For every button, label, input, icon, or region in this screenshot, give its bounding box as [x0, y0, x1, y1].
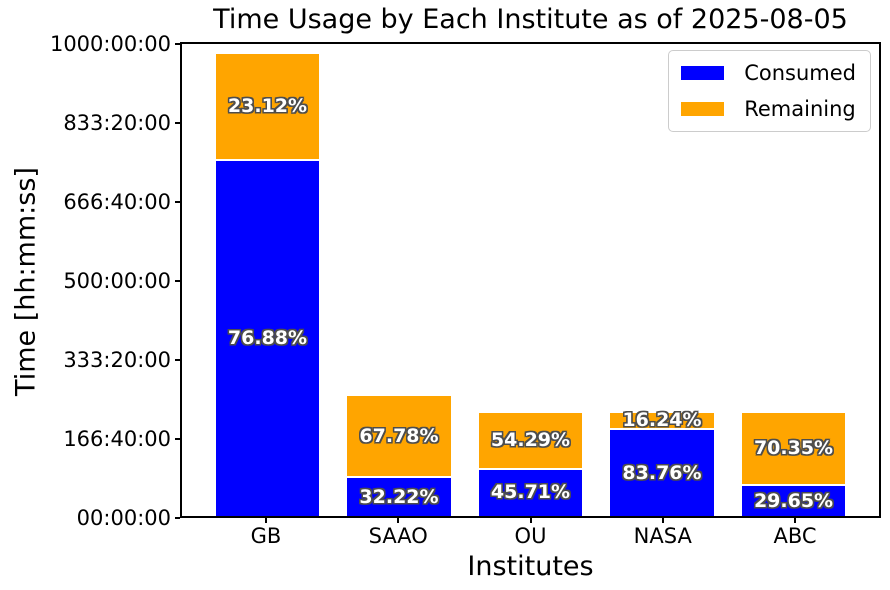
- bar-segment-consumed-ou: 45.71%: [477, 468, 584, 516]
- bar-ou: 54.29% 45.71%: [477, 412, 584, 516]
- x-tick-label: ABC: [773, 524, 817, 548]
- percent-label-consumed-gb: 76.88%: [227, 327, 308, 350]
- percent-label-consumed-abc: 29.65%: [753, 489, 834, 512]
- x-tick-mark: [397, 518, 400, 523]
- y-tick-label: 833:20:00: [63, 110, 171, 135]
- percent-label-remaining-nasa: 16.24%: [622, 409, 702, 432]
- bar-segment-consumed-saao: 32.22%: [346, 477, 452, 516]
- x-tick-label: OU: [514, 524, 547, 548]
- x-axis-label: Institutes: [467, 551, 594, 582]
- x-tick-mark: [661, 518, 664, 523]
- legend-item-remaining: Remaining: [681, 97, 856, 121]
- plot-area: 23.12% 76.88% 67.78% 32.22% 54.29% 45.71% 16.2…: [180, 42, 881, 518]
- bar-segment-consumed-gb: 76.88%: [214, 160, 321, 516]
- percent-label-consumed-saao: 32.22%: [359, 485, 439, 508]
- bar-segment-consumed-abc: 29.65%: [740, 485, 847, 516]
- x-tick-mark: [794, 518, 797, 523]
- x-tick-label: SAAO: [368, 524, 428, 548]
- x-tick-label: GB: [250, 524, 282, 548]
- y-tick-mark: [175, 517, 180, 519]
- legend-item-consumed: Consumed: [681, 61, 856, 85]
- bar-nasa: 16.24% 83.76%: [609, 409, 715, 516]
- percent-label-remaining-saao: 67.78%: [359, 424, 439, 447]
- legend: Consumed Remaining: [668, 50, 871, 132]
- y-tick-mark: [175, 122, 180, 124]
- chart-title: Time Usage by Each Institute as of 2025-…: [213, 4, 848, 35]
- bar-abc: 70.35% 29.65%: [740, 412, 847, 516]
- y-tick-label: 333:20:00: [63, 347, 171, 372]
- y-tick-mark: [175, 438, 180, 440]
- percent-label-consumed-nasa: 83.76%: [622, 461, 702, 484]
- y-tick-mark: [175, 201, 180, 203]
- consumed-swatch-icon: [681, 66, 725, 80]
- remaining-swatch-icon: [681, 102, 725, 116]
- percent-label-remaining-gb: 23.12%: [227, 95, 308, 118]
- percent-label-remaining-ou: 54.29%: [490, 428, 571, 451]
- y-tick-label: 666:40:00: [63, 189, 171, 214]
- y-tick-label: 1000:00:00: [49, 31, 171, 56]
- percent-label-remaining-abc: 70.35%: [753, 437, 834, 460]
- bar-saao: 67.78% 32.22%: [346, 395, 452, 516]
- x-tick-label: NASA: [633, 524, 692, 548]
- y-tick-mark: [175, 43, 180, 45]
- bar-segment-consumed-nasa: 83.76%: [609, 429, 715, 516]
- legend-label-remaining: Remaining: [744, 97, 856, 121]
- x-tick-mark: [264, 518, 267, 523]
- bar-segment-remaining-nasa: 16.24%: [609, 409, 715, 432]
- x-tick-mark: [529, 518, 532, 523]
- y-tick-label: 500:00:00: [63, 268, 171, 293]
- percent-label-consumed-ou: 45.71%: [490, 481, 571, 504]
- legend-label-consumed: Consumed: [744, 61, 856, 85]
- bar-gb: 23.12% 76.88%: [214, 53, 321, 516]
- bar-segment-remaining-abc: 70.35%: [740, 412, 847, 486]
- y-tick-mark: [175, 280, 180, 282]
- y-tick-mark: [175, 359, 180, 361]
- y-tick-label: 166:40:00: [63, 426, 171, 451]
- y-tick-label: 00:00:00: [76, 505, 171, 530]
- bar-segment-remaining-ou: 54.29%: [477, 412, 584, 469]
- bars-layer: 23.12% 76.88% 67.78% 32.22% 54.29% 45.71% 16.2…: [182, 44, 879, 516]
- bar-segment-remaining-saao: 67.78%: [346, 395, 452, 478]
- bar-segment-remaining-gb: 23.12%: [214, 53, 321, 161]
